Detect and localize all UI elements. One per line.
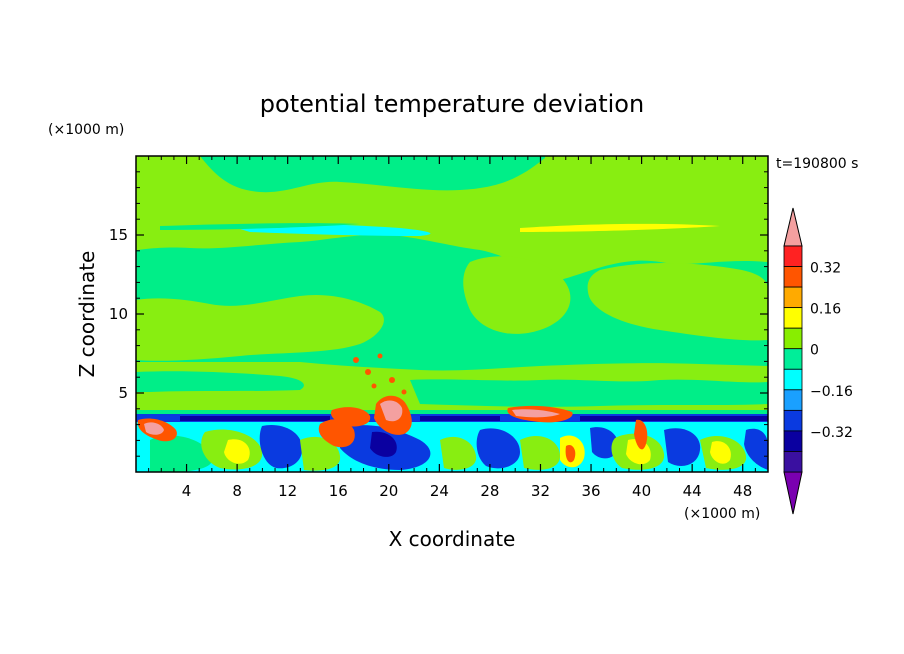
colorbar-segment (783, 266, 803, 288)
colorbar-segment (783, 286, 803, 309)
y-unit-label: (×1000 m) (48, 122, 124, 138)
chart-title: potential temperature deviation (260, 90, 644, 118)
field-region (664, 428, 701, 466)
x-tick-label: 24 (430, 482, 449, 500)
field-region (224, 439, 250, 464)
colorbar-segment (783, 409, 803, 432)
field-region (160, 223, 360, 230)
field-region (370, 431, 397, 457)
x-tick-label: 36 (581, 482, 600, 500)
colorbar-segment (783, 327, 803, 350)
field-region (520, 435, 560, 470)
field-region (565, 444, 576, 463)
field-region (180, 416, 768, 421)
colorbar-segment (783, 307, 803, 329)
colorbar-extend-bottom (783, 471, 803, 515)
colorbar-extend-top (783, 207, 803, 247)
x-tick-label: 12 (278, 482, 297, 500)
field-blob (377, 353, 383, 359)
field-region (136, 371, 304, 392)
field-region (380, 400, 403, 422)
x-axis: 4 8 12 16 20 24 28 32 36 40 44 48 (148, 156, 756, 500)
colorbar-segment (783, 245, 803, 267)
field-region (463, 256, 571, 334)
field-region (259, 424, 303, 469)
x-tick-label: 44 (683, 482, 702, 500)
field-region (200, 156, 545, 193)
colorbar-segment (783, 389, 803, 411)
field-region (744, 428, 768, 470)
x-axis-label: X coordinate (389, 527, 516, 551)
field-blob (389, 377, 395, 383)
colorbar-segment (783, 451, 803, 473)
field-blob (371, 383, 377, 389)
colorbar: 0.32 0.16 0 −0.16 −0.32 (783, 207, 853, 515)
colorbar-label: −0.16 (810, 384, 853, 400)
field-blob (401, 389, 407, 395)
colorbar-segment (783, 430, 803, 452)
field-region (136, 294, 384, 361)
x-tick-label: 40 (632, 482, 651, 500)
x-tick-label: 20 (379, 482, 398, 500)
y-axis: 5 10 15 (109, 171, 768, 457)
y-tick-label: 5 (118, 384, 128, 402)
field-region (512, 409, 560, 418)
field-region (144, 422, 164, 435)
field-region (300, 436, 341, 471)
field-region (587, 263, 768, 341)
time-label: t=190800 s (776, 156, 858, 172)
field-region (520, 223, 720, 232)
x-unit-label: (×1000 m) (684, 506, 760, 522)
field-region (710, 441, 731, 464)
field-region (476, 428, 520, 469)
colorbar-segment (783, 368, 803, 391)
field-region (150, 435, 213, 472)
x-tick-label: 8 (232, 482, 242, 500)
field-region (330, 407, 371, 427)
colorbar-label: 0.32 (810, 261, 841, 277)
heatmap-field (136, 156, 768, 472)
colorbar-label: 0.16 (810, 302, 841, 318)
colorbar-label: 0 (810, 343, 819, 359)
field-region (634, 419, 648, 450)
colorbar-segment (783, 348, 803, 370)
y-tick-label: 15 (109, 226, 128, 244)
y-axis-label: Z coordinate (75, 251, 99, 378)
field-region (410, 379, 768, 407)
field-blob (353, 357, 359, 363)
field-region (318, 419, 355, 448)
x-tick-label: 32 (531, 482, 550, 500)
field-blob (365, 369, 371, 375)
colorbar-label: −0.32 (810, 425, 853, 441)
x-tick-label: 16 (329, 482, 348, 500)
field-region (440, 436, 477, 470)
x-tick-label: 4 (182, 482, 192, 500)
field-region (590, 427, 619, 459)
x-tick-label: 48 (733, 482, 752, 500)
y-tick-label: 10 (109, 305, 128, 323)
x-tick-label: 28 (480, 482, 499, 500)
